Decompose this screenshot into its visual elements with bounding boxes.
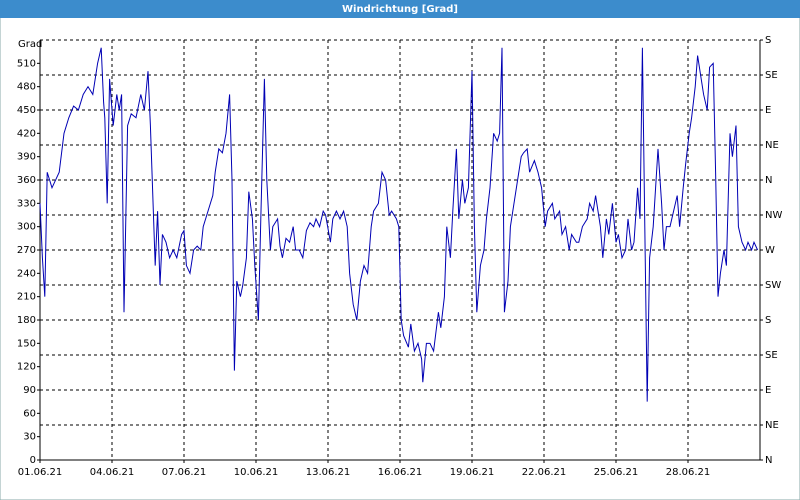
y-tick-label: 330 [17,198,36,209]
chart-title: Windrichtung [Grad] [342,4,458,15]
y-tick-label: 240 [17,268,36,279]
y2-tick-label: S [765,315,771,326]
y2-tick-label: SE [765,350,778,361]
y2-tick-label: W [765,245,775,256]
x-tick-label: 22.06.21 [522,467,567,478]
data-line [39,47,759,402]
y-tick-label: 300 [17,222,36,233]
y-tick-label: 420 [17,128,36,139]
y-tick-label: 510 [17,58,36,69]
x-tick-label: 25.06.21 [594,467,639,478]
x-tick-label: 01.06.21 [18,467,63,478]
x-tick-label: 16.06.21 [378,467,423,478]
y-tick-label: 0 [30,455,36,466]
y-tick-label: 90 [23,385,36,396]
x-tick-label: 04.06.21 [90,467,135,478]
y2-tick-label: E [765,105,771,116]
y-tick-label: 450 [17,105,36,116]
title-bar [0,0,800,18]
y-tick-label: 480 [17,82,36,93]
x-tick-label: 07.06.21 [162,467,207,478]
x-tick-label: 28.06.21 [666,467,711,478]
y-tick-label: 180 [17,315,36,326]
y2-tick-label: SE [765,70,778,81]
y2-tick-label: NE [765,420,779,431]
y-axis-label: Grad [18,39,42,50]
x-tick-label: 10.06.21 [234,467,279,478]
y-tick-label: 120 [17,362,36,373]
y2-tick-label: N [765,455,772,466]
y-tick-label: 150 [17,338,36,349]
y-tick-label: 270 [17,245,36,256]
y2-tick-label: E [765,385,771,396]
y2-tick-label: NE [765,140,779,151]
y-tick-label: 210 [17,292,36,303]
y2-tick-label: SW [765,280,781,291]
y2-tick-label: NW [765,210,782,221]
y2-tick-label: N [765,175,772,186]
x-tick-label: 13.06.21 [306,467,351,478]
y-tick-label: 360 [17,175,36,186]
x-tick-label: 19.06.21 [450,467,495,478]
y-tick-label: 390 [17,152,36,163]
y2-tick-label: S [765,35,771,46]
y-tick-label: 30 [23,432,36,443]
y-tick-label: 60 [23,408,36,419]
